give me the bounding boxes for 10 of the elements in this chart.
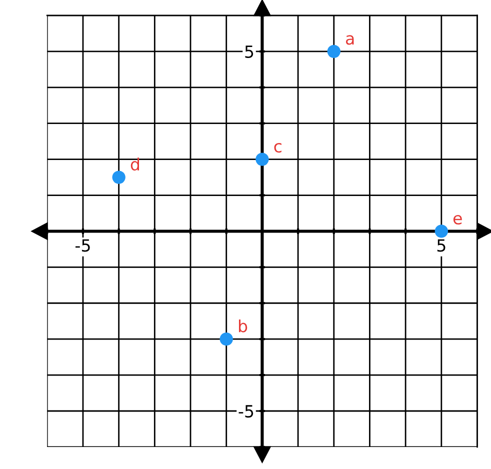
point bbox=[256, 152, 269, 166]
annotation: d bbox=[130, 158, 139, 171]
annotation: b bbox=[238, 319, 248, 332]
point bbox=[112, 170, 126, 184]
annotation: e bbox=[453, 214, 462, 225]
annotation: a bbox=[346, 35, 354, 45]
point bbox=[434, 224, 448, 238]
point bbox=[220, 332, 233, 346]
annotation: c bbox=[274, 143, 282, 153]
point bbox=[327, 44, 340, 58]
